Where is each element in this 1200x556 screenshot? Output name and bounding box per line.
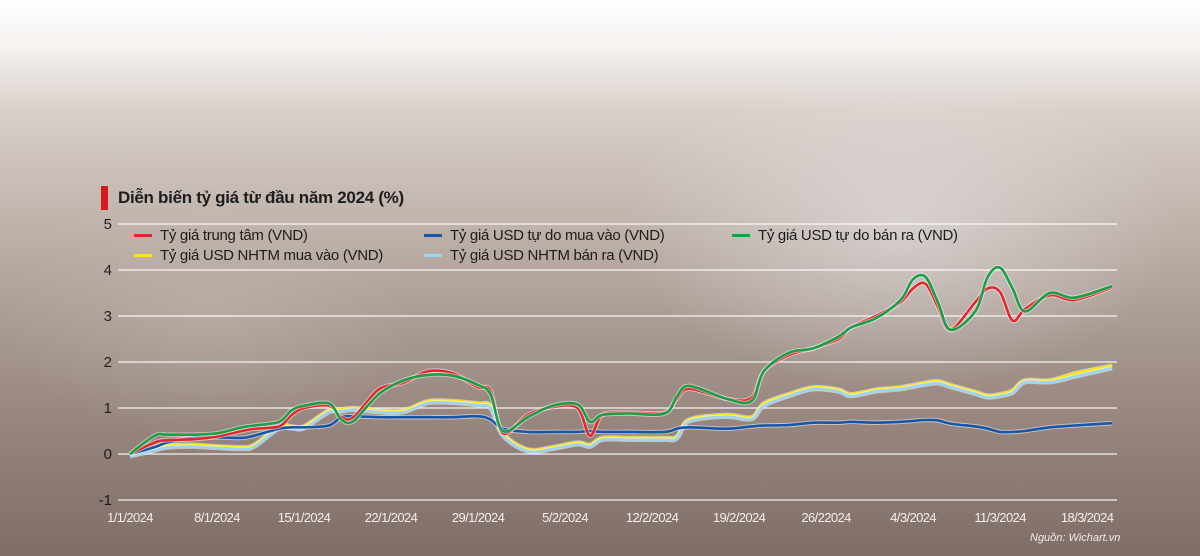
x-tick-label: 5/2/2024 — [542, 510, 588, 525]
y-tick-label: 3 — [104, 308, 112, 325]
legend-label: Tỷ giá USD NHTM mua vào (VND) — [160, 247, 384, 264]
legend-swatch — [134, 234, 152, 237]
legend-swatch — [732, 234, 750, 237]
chart-title: Diễn biến tỷ giá từ đầu năm 2024 (%) — [118, 188, 404, 207]
x-tick-label: 15/1/2024 — [278, 510, 331, 525]
x-tick-label: 26/22024 — [801, 510, 851, 525]
background-photo-highlight — [620, 60, 1180, 390]
legend-item: Tỷ giá USD NHTM bán ra (VND) — [424, 247, 659, 264]
title-accent-bar — [101, 186, 108, 210]
x-tick-label: 29/1/2024 — [452, 510, 505, 525]
series-line-1 — [129, 414, 1113, 456]
x-tick-label: 1/1/2024 — [107, 510, 153, 525]
y-tick-label: 5 — [104, 216, 112, 233]
legend-swatch — [134, 254, 152, 257]
y-tick-label: 1 — [104, 400, 112, 417]
y-tick-label: 2 — [104, 354, 112, 371]
legend-item: Tỷ giá trung tâm (VND) — [134, 227, 308, 244]
x-tick-label: 11/3/2024 — [974, 510, 1026, 525]
chart-title-block: Diễn biến tỷ giá từ đầu năm 2024 (%) — [101, 186, 404, 210]
x-tick-label: 4/3/2024 — [890, 510, 936, 525]
legend-label: Tỷ giá USD tự do bán ra (VND) — [758, 227, 958, 244]
series-line-halo — [129, 280, 1113, 457]
legend-swatch — [424, 234, 442, 237]
x-tick-label: 12/2/2024 — [626, 510, 679, 525]
legend-item: Tỷ giá USD NHTM mua vào (VND) — [134, 247, 383, 264]
source-note: Nguồn: Wichart.vn — [1030, 532, 1121, 544]
x-tick-label: 8/1/2024 — [194, 510, 240, 525]
y-tick-label: 0 — [104, 446, 112, 463]
legend-label: Tỷ giá trung tâm (VND) — [160, 227, 308, 244]
legend-label: Tỷ giá USD NHTM bán ra (VND) — [450, 247, 659, 264]
y-tick-label: 4 — [104, 262, 112, 279]
x-tick-label: 18/3/2024 — [1061, 510, 1114, 525]
series-line-2 — [129, 265, 1113, 456]
legend-label: Tỷ giá USD tự do mua vào (VND) — [450, 227, 665, 244]
legend-swatch — [424, 254, 442, 257]
legend-item: Tỷ giá USD tự do mua vào (VND) — [424, 227, 665, 244]
y-tick-label: -1 — [99, 492, 112, 509]
legend-item: Tỷ giá USD tự do bán ra (VND) — [732, 227, 958, 244]
x-tick-label: 19/2/2024 — [713, 510, 766, 525]
x-tick-label: 22/1/2024 — [365, 510, 418, 525]
